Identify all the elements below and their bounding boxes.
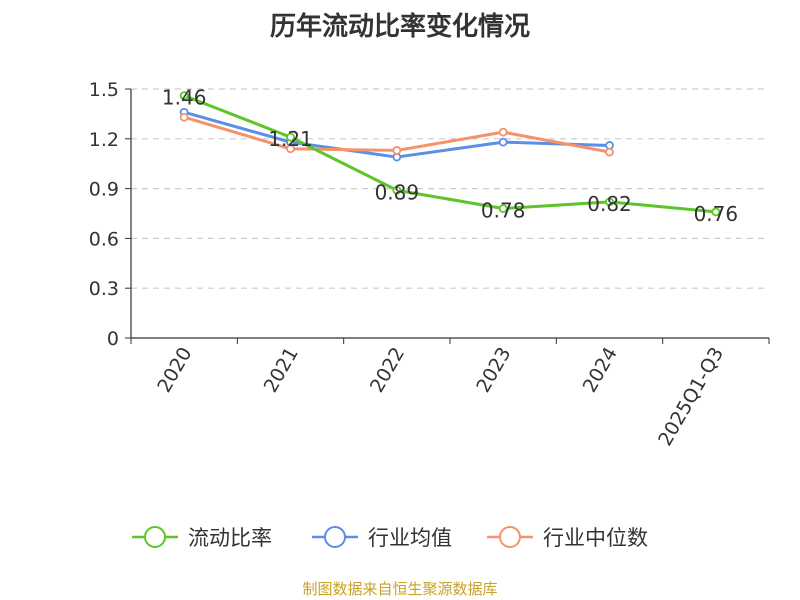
data-point [179, 91, 189, 101]
legend-label: 行业均值 [368, 526, 452, 550]
data-point [392, 146, 402, 155]
data-point [605, 197, 614, 207]
legend-label: 流动比率 [188, 526, 272, 550]
data-point [179, 112, 189, 122]
data-point [498, 204, 508, 213]
x-tick-label: 2023 [472, 343, 515, 396]
y-tick-label: 1.5 [89, 79, 119, 101]
data-point [498, 137, 508, 147]
legend-swatch-marker [324, 526, 346, 548]
y-tick-label: 0.6 [89, 228, 119, 250]
y-tick-label: 0 [107, 328, 119, 350]
y-tick-label: 0.9 [89, 179, 119, 201]
data-label: 0.78 [481, 199, 526, 223]
x-tick-label: 2025Q1-Q3 [654, 344, 728, 450]
series-line-1 [183, 94, 716, 214]
data-source-note: 制图数据来自恒生聚源数据库 [302, 580, 498, 598]
y-tick-label: 0.3 [89, 278, 119, 300]
legend-swatch-marker [499, 526, 521, 548]
data-label: 1.21 [268, 127, 313, 151]
chart-title: 历年流动比率变化情况 [269, 12, 530, 42]
data-point [605, 147, 614, 157]
data-point [498, 127, 508, 137]
data-point [711, 207, 721, 217]
data-label: 0.76 [694, 202, 739, 226]
data-label: 0.82 [587, 192, 632, 216]
x-tick-label: 2022 [366, 344, 409, 397]
x-tick-label: 2021 [260, 344, 303, 397]
y-tick-label: 1.2 [89, 129, 119, 151]
data-point [392, 185, 402, 195]
legend-label: 行业中位数 [543, 526, 648, 550]
x-tick-label: 2020 [153, 344, 196, 397]
data-point [286, 144, 295, 154]
legend-swatch-marker [144, 526, 166, 548]
data-point [286, 132, 295, 142]
data-label: 0.89 [375, 180, 420, 204]
data-label: 1.46 [162, 86, 207, 110]
x-tick-label: 2024 [579, 344, 622, 397]
